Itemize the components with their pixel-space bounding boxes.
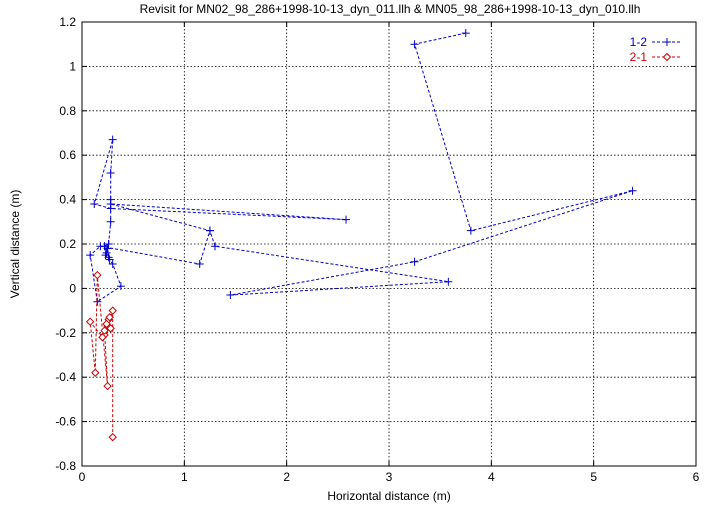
y-axis-label: Vertical distance (m) — [8, 190, 22, 299]
legend-label: 1-2 — [630, 35, 648, 49]
data-point — [444, 278, 452, 286]
y-tick-label: -0.8 — [55, 459, 76, 473]
y-tick-label: 0.6 — [59, 148, 76, 162]
y-tick-label: 0.8 — [59, 104, 76, 118]
axis-ticks: 0 1 2 3 4 5 6 -0.8 -0.6 -0.4 -0.2 0 0.2 0.4 0.6 0.8 1 1.2 — [55, 15, 699, 484]
series-layer — [86, 29, 636, 441]
series-line — [90, 33, 632, 302]
x-tick-label: 3 — [386, 470, 393, 484]
data-point — [211, 242, 219, 250]
chart-title: Revisit for MN02_98_286+1998-10-13_dyn_0… — [140, 2, 641, 16]
legend: 1-22-1 — [630, 35, 682, 64]
x-tick-label: 4 — [488, 470, 495, 484]
data-point — [196, 260, 204, 268]
data-point — [467, 227, 475, 235]
y-tick-label: 0.2 — [59, 237, 76, 251]
legend-label: 2-1 — [630, 50, 648, 64]
data-point — [104, 383, 111, 390]
data-point — [87, 318, 94, 325]
data-point — [462, 29, 470, 37]
data-point — [109, 307, 116, 314]
y-tick-label: 1 — [69, 59, 76, 73]
series-line — [90, 275, 113, 437]
data-point — [226, 291, 234, 299]
y-tick-label: 0.4 — [59, 193, 76, 207]
data-point — [107, 169, 115, 177]
grid-lines — [82, 22, 696, 466]
y-tick-label: 1.2 — [59, 15, 76, 29]
data-point — [411, 258, 419, 266]
y-tick-label: -0.4 — [55, 370, 76, 384]
data-point — [117, 282, 125, 290]
data-point — [92, 369, 99, 376]
data-point — [107, 196, 115, 204]
series-blue — [86, 29, 636, 306]
data-point — [90, 200, 98, 208]
x-tick-label: 0 — [79, 470, 86, 484]
legend-marker — [663, 38, 671, 46]
data-point — [107, 204, 115, 212]
series-red — [87, 272, 117, 441]
x-axis-label: Horizontal distance (m) — [327, 489, 450, 503]
data-point — [629, 187, 637, 195]
legend-marker — [664, 54, 671, 61]
data-point — [342, 216, 350, 224]
y-tick-label: -0.6 — [55, 415, 76, 429]
data-point — [109, 136, 117, 144]
data-point — [411, 40, 419, 48]
data-point — [206, 227, 214, 235]
x-tick-label: 2 — [283, 470, 290, 484]
x-tick-label: 6 — [693, 470, 700, 484]
data-point — [109, 434, 116, 441]
data-point — [94, 272, 101, 279]
data-point — [107, 218, 115, 226]
y-tick-label: 0 — [69, 281, 76, 295]
y-tick-label: -0.2 — [55, 326, 76, 340]
x-tick-label: 5 — [590, 470, 597, 484]
x-tick-label: 1 — [181, 470, 188, 484]
